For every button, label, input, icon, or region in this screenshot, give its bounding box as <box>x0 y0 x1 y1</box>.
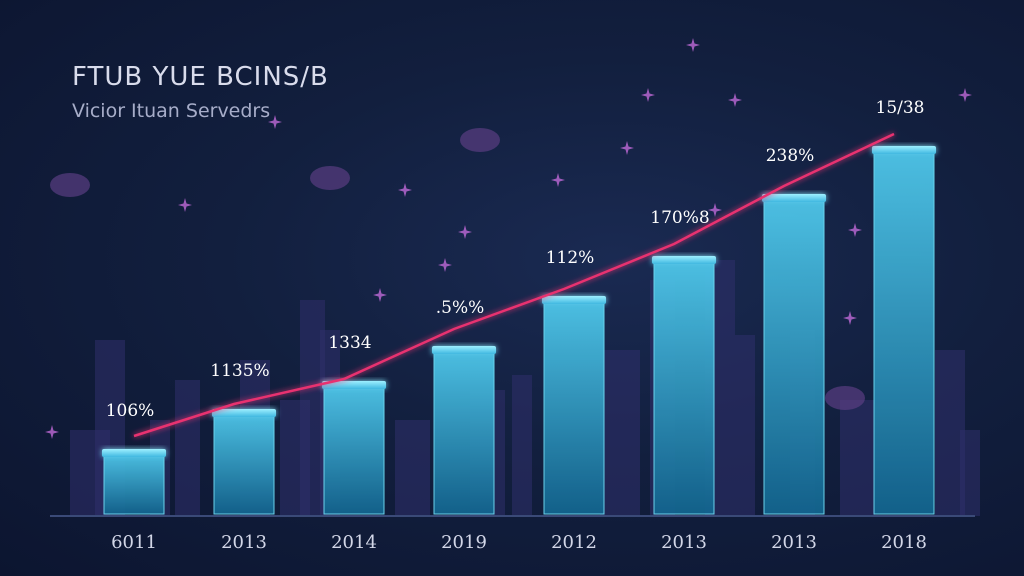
bar-cap <box>212 409 276 417</box>
bar-cap <box>102 449 166 457</box>
sparkle-icon <box>848 223 862 237</box>
skyline-building <box>840 400 875 516</box>
skyline-building <box>735 335 755 516</box>
x-tick-label: 2013 <box>771 532 817 553</box>
bar-series <box>102 146 936 515</box>
skyline-building <box>175 380 200 516</box>
bar-cap <box>542 296 606 304</box>
data-label: 1135% <box>210 361 269 381</box>
bar-cap <box>432 346 496 354</box>
bar <box>213 413 275 515</box>
bar <box>323 385 385 515</box>
cloud-icon <box>50 173 90 197</box>
bar <box>103 453 165 515</box>
cloud-icon <box>460 128 500 152</box>
bar <box>543 300 605 515</box>
data-label: 106% <box>106 401 155 421</box>
x-tick-label: 2018 <box>881 532 927 553</box>
sparkle-icon <box>708 203 722 217</box>
sparkle-icon <box>728 93 742 107</box>
bar-cap <box>872 146 936 154</box>
x-tick-label: 2014 <box>331 532 377 553</box>
data-label: 170%8 <box>650 208 709 228</box>
skyline-building <box>960 430 980 516</box>
skyline-building <box>600 350 640 516</box>
x-tick-label: 6011 <box>111 532 157 553</box>
data-label: .5%% <box>436 298 485 318</box>
cloud-icon <box>310 166 350 190</box>
data-labels: 106% 1135% 1334 .5%% 112% 170%8 238% 15/38 <box>106 98 925 421</box>
bar <box>873 150 935 515</box>
sparkle-icon <box>620 141 634 155</box>
trend-line <box>133 132 895 438</box>
x-tick-label: 2012 <box>551 532 597 553</box>
bar <box>763 198 825 515</box>
sparkle-icon <box>45 425 59 439</box>
data-label: 1334 <box>328 333 371 353</box>
sparkle-icon <box>438 258 452 272</box>
bar-cap <box>322 381 386 389</box>
sparkle-icon <box>686 38 700 52</box>
cloud-icon <box>825 386 865 410</box>
data-label: 15/38 <box>876 98 925 118</box>
x-tick-label: 2013 <box>661 532 707 553</box>
trend-line-series <box>133 132 895 438</box>
sparkle-icon <box>268 115 282 129</box>
data-label: 238% <box>766 146 815 166</box>
x-tick-label: 2019 <box>441 532 487 553</box>
sparkle-icon <box>178 198 192 212</box>
chart-title: FTUB YUE BCINS/B <box>72 62 329 92</box>
bar <box>653 260 715 515</box>
x-axis-ticks: 6011 2013 2014 2019 2012 2013 2013 2018 <box>111 532 927 553</box>
data-label: 112% <box>546 248 595 268</box>
sparkle-icon <box>843 311 857 325</box>
sparkle-icon <box>641 88 655 102</box>
sparkle-icon <box>958 88 972 102</box>
sparkle-icon <box>373 288 387 302</box>
sparkle-icon <box>458 225 472 239</box>
bar <box>433 350 495 515</box>
sparkle-icon <box>551 173 565 187</box>
bar-cap <box>762 194 826 202</box>
chart-subtitle: Vicior Ituan Servedrs <box>72 100 271 122</box>
skyline-building <box>512 375 532 516</box>
x-tick-label: 2013 <box>221 532 267 553</box>
skyline-building <box>395 420 430 516</box>
bar-cap <box>652 256 716 264</box>
sparkle-icon <box>398 183 412 197</box>
